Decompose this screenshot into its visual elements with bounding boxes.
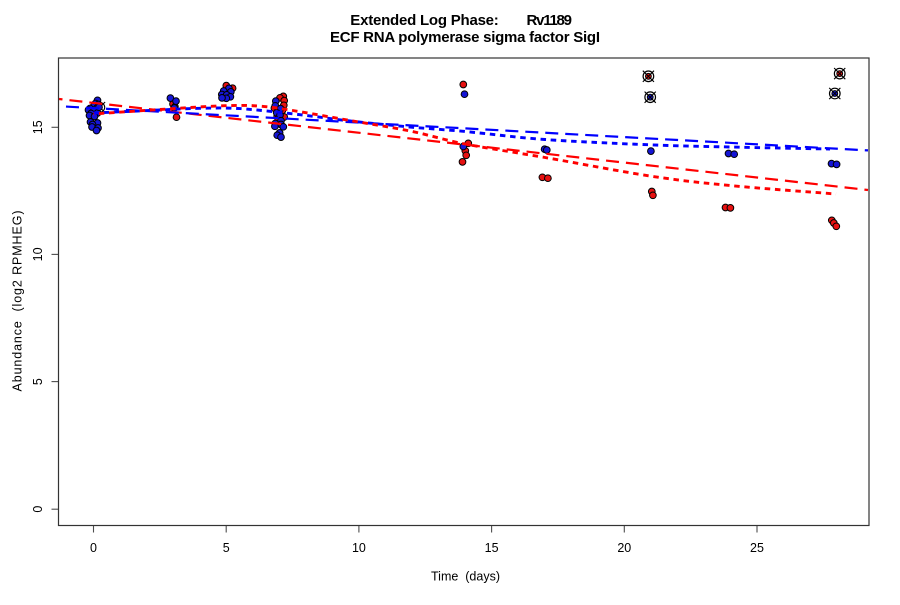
svg-text:Time (days): Time (days) — [431, 570, 500, 584]
svg-text:ECF RNA polymerase sigma facto: ECF RNA polymerase sigma factor SigI — [330, 29, 600, 46]
svg-text:0: 0 — [90, 541, 97, 555]
svg-text:15: 15 — [485, 541, 499, 555]
svg-text:10: 10 — [352, 541, 366, 555]
svg-text:Extended Log Phase:: Extended Log Phase: — [350, 12, 499, 29]
svg-text:5: 5 — [31, 378, 45, 385]
svg-text:20: 20 — [617, 541, 631, 555]
svg-text:5: 5 — [223, 541, 230, 555]
svg-text:25: 25 — [750, 541, 764, 555]
svg-text:15: 15 — [31, 120, 45, 134]
svg-text:Abundance (log2 RPMHEG): Abundance (log2 RPMHEG) — [11, 211, 25, 392]
svg-text:0: 0 — [31, 506, 45, 513]
svg-text:Rv1189: Rv1189 — [527, 12, 573, 29]
svg-text:10: 10 — [31, 247, 45, 261]
